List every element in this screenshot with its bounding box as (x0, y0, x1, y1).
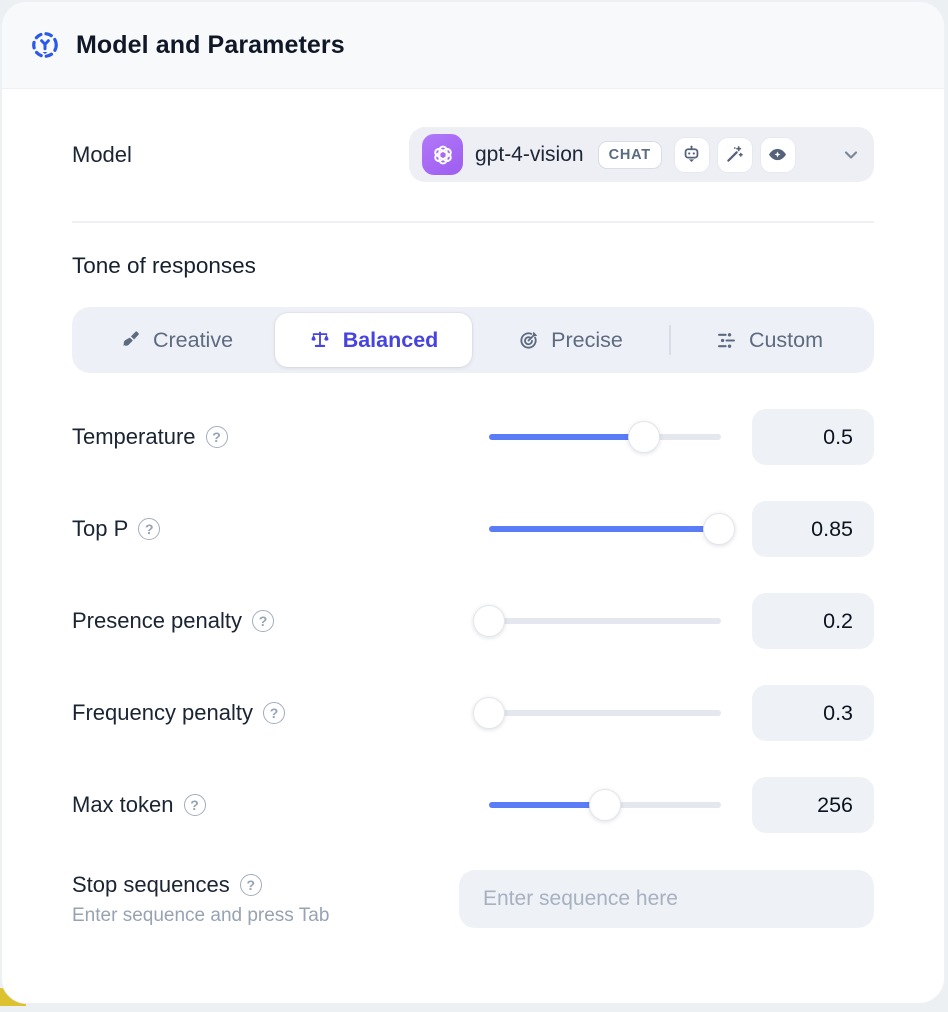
sliders-icon (716, 330, 737, 351)
chevron-down-icon[interactable] (841, 145, 861, 165)
slider-track[interactable] (489, 434, 721, 440)
help-icon[interactable]: ? (252, 610, 274, 632)
frequency-penalty-slider[interactable] (473, 697, 721, 729)
stop-sequences-row: Stop sequences ? Enter sequence and pres… (72, 870, 874, 928)
temperature-value[interactable]: 0.5 (752, 409, 874, 465)
slider-track[interactable] (489, 618, 721, 624)
slider-fill (489, 434, 645, 440)
tone-option-label: Custom (748, 327, 824, 352)
slider-thumb[interactable] (589, 789, 621, 821)
slider-fill (489, 802, 605, 808)
tone-option-creative[interactable]: Creative (78, 313, 275, 367)
param-label: Top P (72, 516, 129, 541)
tone-option-balanced[interactable]: Balanced (275, 313, 472, 367)
panel-title: Model and Parameters (76, 30, 345, 59)
model-hub-icon (30, 30, 60, 60)
tone-option-label: Precise (551, 327, 623, 352)
section-divider (72, 221, 874, 223)
param-row-temperature: Temperature ? 0.5 (72, 409, 874, 465)
help-icon[interactable]: ? (183, 794, 206, 816)
balance-scale-icon (309, 329, 331, 351)
help-icon[interactable]: ? (205, 426, 228, 448)
param-row-max-token: Max token ? 256 (72, 777, 874, 833)
stop-sequence-input[interactable] (459, 870, 874, 928)
presence-penalty-value[interactable]: 0.2 (752, 593, 874, 649)
eye-icon (759, 136, 796, 173)
slider-thumb[interactable] (473, 605, 505, 637)
max-token-slider[interactable] (489, 789, 721, 821)
tone-option-precise[interactable]: Precise (472, 313, 669, 367)
top-p-value[interactable]: 0.85 (752, 501, 874, 557)
presence-penalty-slider[interactable] (473, 605, 721, 637)
temperature-slider[interactable] (489, 421, 721, 453)
help-icon[interactable]: ? (239, 873, 262, 896)
slider-track[interactable] (489, 526, 721, 532)
parameter-rows: Temperature ? 0.5 Top P ? 0.85 (72, 409, 874, 833)
openai-logo-icon (422, 134, 463, 175)
slider-track[interactable] (489, 710, 721, 716)
tone-option-label: Balanced (342, 327, 439, 352)
tone-segmented-control: Creative Balanced (72, 307, 874, 373)
slider-thumb[interactable] (628, 421, 661, 453)
param-label: Presence penalty (72, 608, 242, 633)
param-label: Temperature (72, 424, 196, 449)
tone-option-custom[interactable]: Custom (671, 313, 868, 367)
model-row: Model gpt-4-vision CHAT (72, 127, 874, 182)
stop-sequences-label: Stop sequences ? (72, 872, 329, 898)
model-label: Model (72, 141, 132, 167)
param-label: Max token (72, 792, 174, 817)
chat-type-badge: CHAT (597, 140, 662, 169)
tone-option-label: Creative (152, 327, 234, 352)
param-label: Frequency penalty (72, 700, 253, 725)
stop-sequences-hint: Enter sequence and press Tab (72, 904, 330, 926)
slider-fill (489, 526, 719, 532)
panel-header: Model and Parameters (2, 2, 944, 89)
param-row-top-p: Top P ? 0.85 (72, 501, 874, 557)
slider-thumb[interactable] (473, 697, 505, 729)
param-row-frequency-penalty: Frequency penalty ? 0.3 (72, 685, 874, 741)
magic-wand-icon (716, 136, 753, 173)
help-icon[interactable]: ? (263, 702, 285, 724)
frequency-penalty-value[interactable]: 0.3 (752, 685, 874, 741)
segment-divider (669, 325, 671, 355)
tone-heading: Tone of responses (72, 253, 256, 278)
paintbrush-icon (120, 330, 141, 351)
help-icon[interactable]: ? (138, 518, 161, 540)
model-select[interactable]: gpt-4-vision CHAT (409, 127, 874, 182)
param-row-presence-penalty: Presence penalty ? 0.2 (72, 593, 874, 649)
stop-sequences-label-text: Stop sequences (72, 871, 230, 897)
target-arrow-icon (518, 330, 539, 351)
max-token-value[interactable]: 256 (752, 777, 874, 833)
slider-thumb[interactable] (702, 513, 735, 545)
model-name: gpt-4-vision (475, 142, 584, 166)
robot-icon (673, 136, 710, 173)
top-p-slider[interactable] (489, 513, 735, 545)
